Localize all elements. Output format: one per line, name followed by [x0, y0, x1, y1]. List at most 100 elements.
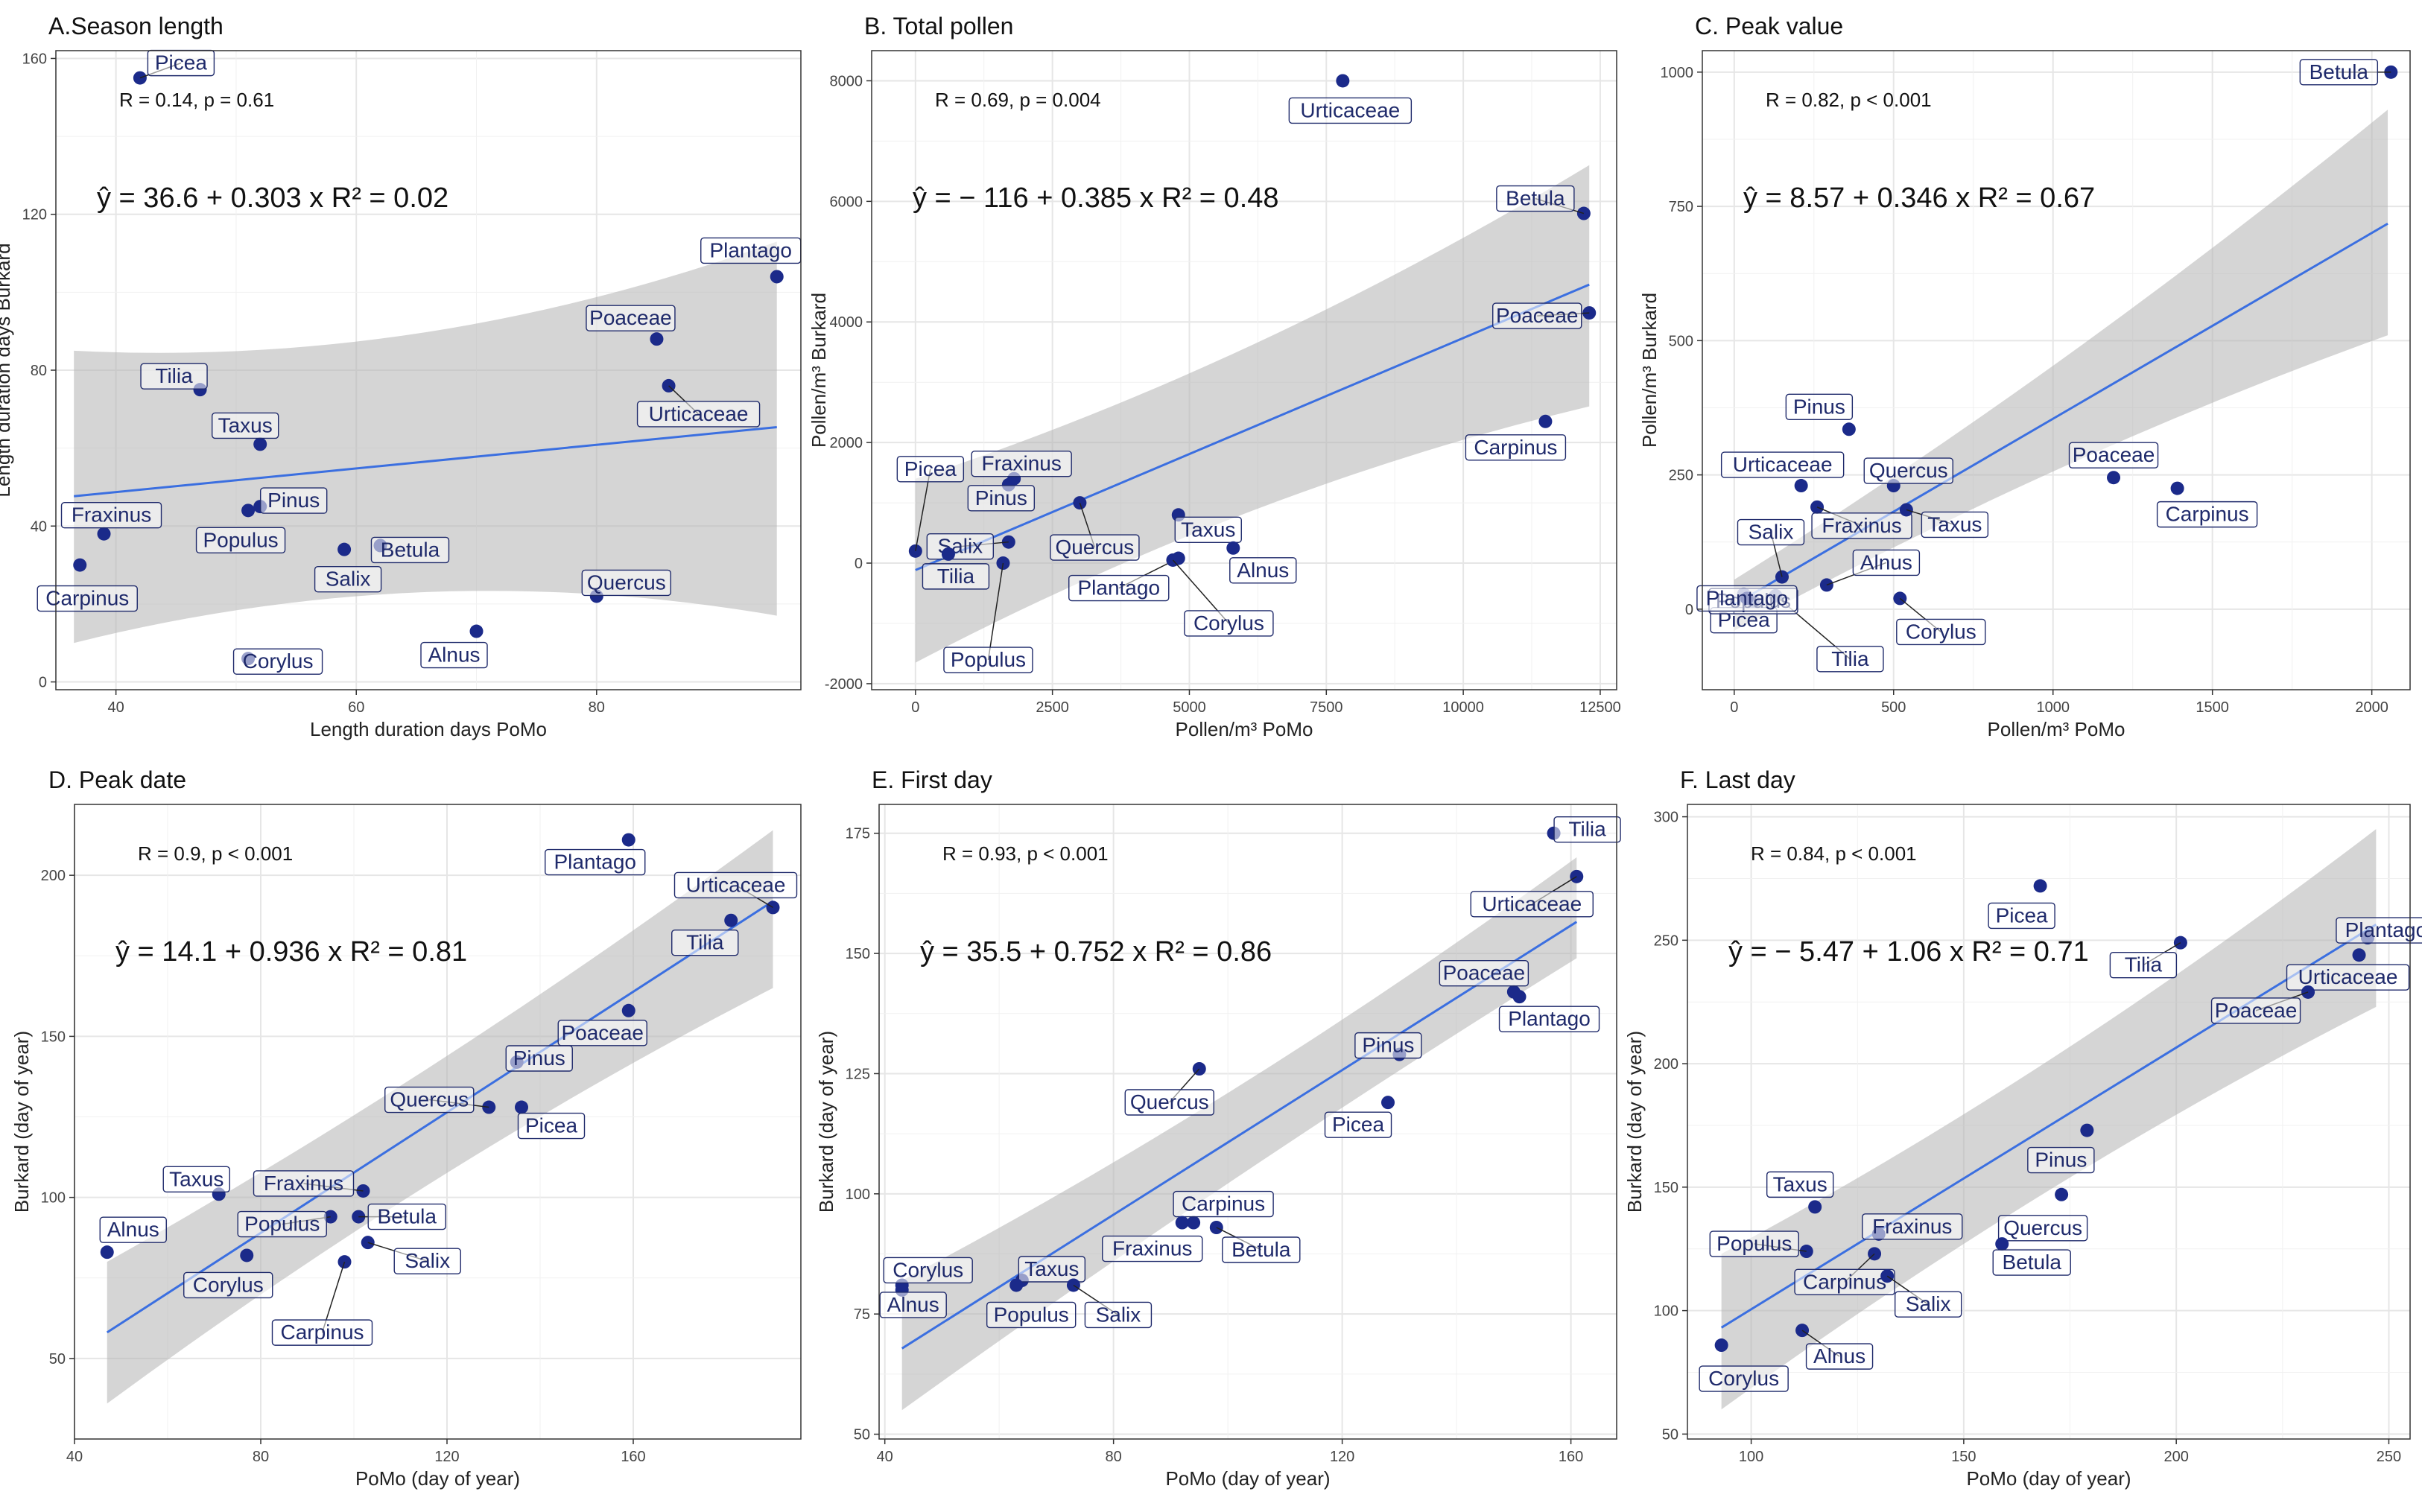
x-tick-label: 80 [589, 699, 605, 716]
data-point-populus [241, 504, 256, 518]
point-label-picea: Picea [1324, 1111, 1392, 1138]
point-label-text: Taxus [1927, 512, 1982, 536]
label-box [1811, 512, 1912, 539]
label-box [384, 1086, 475, 1114]
label-box [1720, 451, 1845, 478]
point-label-text: Taxus [1024, 1257, 1079, 1280]
label-box [636, 401, 761, 428]
point-label-tilia: Tilia [2109, 942, 2181, 979]
label-box [232, 648, 323, 675]
point-label-betula: Betula [358, 1203, 446, 1230]
point-label-fraxinus: Fraxinus [1102, 1235, 1203, 1262]
data-point-picea [1381, 1096, 1395, 1110]
panel-2: Urticaceae Betula Poaceae Carpinus Fraxinus P… [808, 13, 1621, 740]
data-point-plantago [1512, 990, 1527, 1004]
y-tick-label: 250 [1669, 468, 1693, 484]
y-tick-label: 250 [1654, 933, 1678, 949]
label-box [1852, 549, 1921, 576]
label-leader-line [915, 468, 931, 551]
label-box [1896, 618, 1986, 646]
point-label-alnus: Alnus [99, 1216, 167, 1243]
panel-title: A.Season length [48, 13, 224, 39]
point-label-text: Urticaceae [649, 402, 749, 425]
point-label-urticaceae: Urticaceae [1470, 876, 1594, 918]
point-label-urticaceae: Urticaceae [636, 385, 761, 428]
point-label-text: Plantago [1077, 576, 1160, 600]
point-label-quercus: Quercus [1050, 502, 1140, 561]
point-label-poaceae: Poaceae [557, 1020, 647, 1046]
point-label-text: Quercus [390, 1088, 469, 1111]
point-label-text: Tilia [2125, 953, 2163, 976]
y-axis-label: Pollen/m³ Burkard [1638, 293, 1661, 448]
data-point-carpinus [73, 558, 87, 572]
point-label-populus: Populus [195, 527, 286, 554]
panel-title: B. Total pollen [864, 13, 1013, 39]
correlation-annotation: R = 0.84, p < 0.001 [1751, 842, 1917, 865]
panel-title: E. First day [872, 766, 992, 793]
point-label-text: Betula [1506, 187, 1565, 210]
point-label-quercus: Quercus [1863, 457, 1953, 484]
x-axis-label: Pollen/m³ PoMo [1176, 718, 1313, 740]
point-label-text: Quercus [587, 571, 666, 594]
point-label-taxus: Taxus [162, 1166, 230, 1193]
point-label-text: Poaceae [1443, 962, 1526, 985]
y-tick-label: 160 [22, 51, 47, 67]
panel-title: D. Peak date [48, 766, 186, 793]
point-label-poaceae: Poaceae [2068, 442, 2159, 468]
data-point-pinus [1842, 422, 1856, 436]
point-label-fraxinus: Fraxinus [1862, 1213, 1963, 1240]
point-label-text: Populus [1716, 1232, 1792, 1255]
point-label-carpinus: Carpinus [271, 1261, 373, 1346]
data-point-urticaceae [2352, 948, 2366, 962]
point-label-text: Corylus [1708, 1367, 1779, 1390]
point-label-quercus: Quercus [581, 569, 672, 597]
point-label-betula: Betula [1992, 1249, 2071, 1276]
y-tick-label: 75 [854, 1306, 870, 1323]
point-label-text: Picea [525, 1114, 577, 1137]
plot-frame [1687, 804, 2411, 1440]
point-label-text: Picea [1332, 1113, 1384, 1136]
point-label-text: Pinus [267, 489, 320, 512]
point-label-text: Salix [1749, 521, 1794, 544]
x-tick-label: 12500 [1579, 699, 1621, 716]
label-box [1496, 185, 1575, 212]
x-tick-label: 7500 [1310, 699, 1343, 716]
x-axis-label: PoMo (day of year) [1165, 1467, 1330, 1490]
label-box [1470, 891, 1594, 918]
x-axis-label: PoMo (day of year) [355, 1467, 520, 1490]
data-point-fraxinus [1175, 1216, 1189, 1230]
label-box [1863, 457, 1953, 484]
label-box [420, 641, 488, 669]
point-label-text: Picea [904, 457, 957, 480]
label-box [1553, 816, 1621, 843]
point-label-text: Pinus [1793, 395, 1845, 418]
regression-equation: ŷ = 35.5 + 0.752 x R² = 0.86 [920, 936, 1272, 968]
point-label-urticaceae: Urticaceae [2286, 964, 2410, 991]
point-label-plantago: Plantago [1068, 557, 1179, 602]
point-label-populus: Populus [986, 1301, 1077, 1329]
point-label-salix: Salix [314, 565, 382, 593]
point-label-pinus: Pinus [1785, 393, 1854, 421]
label-box [517, 1112, 586, 1140]
point-label-text: Carpinus [1474, 436, 1557, 459]
point-label-quercus: Quercus [1124, 1068, 1214, 1116]
point-label-corylus: Corylus [1699, 1365, 1789, 1392]
point-label-text: Poaceae [561, 1021, 644, 1044]
label-box [1439, 960, 1529, 987]
plot-frame [871, 50, 1617, 690]
point-label-tilia: Tilia [140, 363, 208, 390]
point-label-pinus: Pinus [967, 485, 1036, 512]
y-tick-label: 50 [854, 1427, 870, 1443]
label-box [1492, 302, 1582, 329]
y-tick-label: 750 [1669, 199, 1693, 215]
x-tick-label: 10000 [1442, 699, 1484, 716]
point-label-salix: Salix [1737, 518, 1805, 577]
label-box [393, 1248, 461, 1274]
point-label-tilia: Tilia [671, 929, 739, 956]
label-box [162, 1166, 230, 1193]
point-label-text: Taxus [218, 413, 273, 436]
point-label-pinus: Pinus [505, 1045, 573, 1072]
x-tick-label: 120 [434, 1449, 459, 1465]
